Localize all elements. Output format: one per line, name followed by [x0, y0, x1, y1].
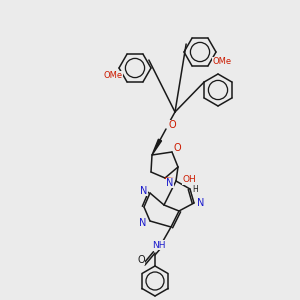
Text: O: O [168, 120, 176, 130]
Text: N: N [140, 186, 148, 196]
Text: O: O [137, 255, 145, 265]
Text: H: H [192, 184, 198, 194]
Text: O: O [173, 143, 181, 153]
Text: NH: NH [152, 241, 166, 250]
Polygon shape [165, 178, 173, 181]
Text: OMe: OMe [103, 71, 123, 80]
Text: N: N [197, 198, 205, 208]
Text: OMe: OMe [212, 57, 232, 66]
Text: OH: OH [182, 176, 196, 184]
Text: N: N [139, 218, 147, 228]
Polygon shape [152, 139, 161, 155]
Text: N: N [166, 178, 174, 188]
